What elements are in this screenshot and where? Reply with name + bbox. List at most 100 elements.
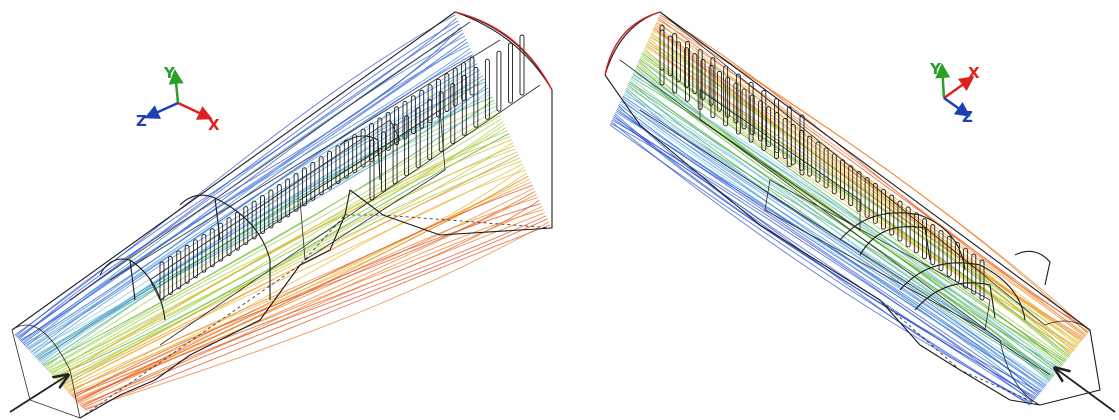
- column: [697, 49, 703, 110]
- column: [301, 167, 307, 207]
- streamline: [610, 122, 1032, 405]
- right-model: [604, 11, 1116, 413]
- column: [938, 230, 944, 271]
- column: [692, 53, 698, 95]
- column: [293, 172, 299, 212]
- column: [327, 150, 333, 190]
- streamline: [632, 75, 1058, 372]
- column: [815, 141, 821, 183]
- streamline: [636, 65, 1063, 366]
- column: [360, 128, 366, 168]
- streamline: [647, 40, 1077, 348]
- streamline: [641, 54, 1069, 358]
- streamline: [613, 114, 1036, 399]
- streamline: [54, 133, 510, 378]
- column: [461, 74, 467, 136]
- streamline: [83, 221, 550, 410]
- inlet-arrow-icon: [1055, 368, 1116, 413]
- column: [971, 253, 977, 295]
- column: [831, 153, 837, 195]
- streamline: [40, 93, 492, 364]
- column: [684, 47, 690, 89]
- column: [741, 88, 747, 130]
- streamline: [25, 48, 471, 348]
- column: [761, 90, 767, 151]
- streamline: [658, 17, 1089, 333]
- left-x-axis-label: X: [208, 116, 220, 134]
- column: [519, 34, 525, 96]
- right-axis-triad-icon: Y X Z: [929, 60, 980, 126]
- column: [226, 217, 232, 257]
- column: [735, 73, 741, 135]
- streamline: [649, 36, 1079, 346]
- column: [343, 139, 349, 179]
- streamline: [75, 197, 539, 401]
- left-y-axis-label: Y: [163, 64, 176, 82]
- streamline: [47, 111, 500, 371]
- column: [905, 206, 911, 248]
- column: [716, 70, 722, 112]
- column: [176, 250, 182, 290]
- column: [659, 24, 665, 86]
- column: [786, 106, 792, 168]
- streamline: [626, 86, 1052, 380]
- column: [452, 67, 458, 107]
- column: [167, 256, 173, 295]
- right-end-arc: [604, 11, 661, 76]
- column: [410, 95, 416, 135]
- column: [897, 200, 903, 242]
- streamline: [628, 83, 1054, 378]
- column: [251, 200, 257, 240]
- streamline: [611, 119, 1034, 403]
- streamline: [651, 32, 1081, 343]
- column: [484, 58, 490, 120]
- streamline: [37, 84, 488, 361]
- column: [381, 131, 386, 193]
- streamline: [612, 118, 1034, 402]
- streamline: [41, 96, 493, 365]
- column: [807, 135, 813, 177]
- column: [234, 211, 240, 251]
- column: [461, 62, 467, 101]
- streamline: [23, 41, 468, 346]
- streamline: [14, 14, 456, 336]
- streamline: [77, 203, 541, 403]
- column: [766, 106, 772, 148]
- left-z-axis-label: Z: [136, 112, 147, 130]
- streamline: [72, 188, 534, 398]
- column: [922, 218, 928, 260]
- column: [276, 183, 282, 223]
- column: [856, 171, 862, 212]
- column: [823, 147, 829, 189]
- column: [260, 195, 265, 234]
- left-streamlines: [14, 14, 551, 411]
- column: [872, 182, 878, 224]
- streamline: [620, 100, 1044, 390]
- column: [774, 98, 779, 160]
- streamline: [57, 142, 514, 382]
- column: [864, 176, 870, 218]
- streamline: [80, 212, 545, 407]
- column: [799, 129, 804, 171]
- column: [436, 78, 441, 118]
- streamline: [631, 76, 1057, 373]
- column: [954, 241, 960, 283]
- streamline: [621, 97, 1046, 387]
- streamline: [622, 95, 1047, 386]
- left-column-array: [159, 34, 525, 301]
- column: [218, 222, 224, 262]
- column: [369, 123, 374, 162]
- column: [979, 259, 985, 301]
- column: [193, 239, 198, 279]
- right-x-axis-label: X: [968, 64, 980, 82]
- inlet-arrow-icon: [9, 375, 68, 413]
- column: [404, 115, 410, 177]
- column: [840, 159, 845, 201]
- column: [201, 233, 207, 273]
- streamline: [66, 169, 526, 391]
- streamline: [24, 44, 470, 347]
- column: [748, 81, 754, 143]
- column: [799, 114, 805, 176]
- streamline: [81, 215, 547, 408]
